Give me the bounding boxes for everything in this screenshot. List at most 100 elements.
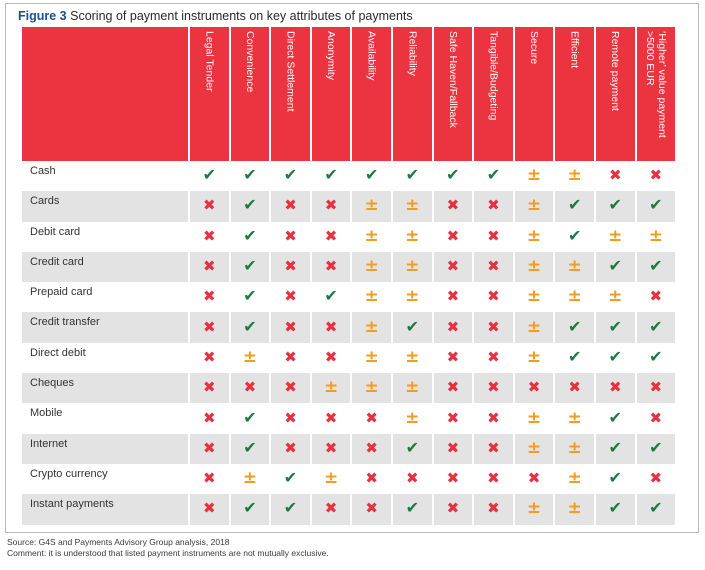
score-cell: ✔	[230, 403, 270, 434]
score-cell: ±	[514, 433, 554, 464]
column-header-label: Safe Haven/Fallback	[446, 31, 459, 128]
check-icon: ✔	[283, 165, 298, 185]
score-cell: ✔	[595, 494, 635, 525]
score-cell: ✖	[190, 463, 229, 495]
score-cell: ±	[352, 312, 391, 343]
score-cell: ±	[352, 251, 391, 283]
score-cell: ✖	[190, 251, 229, 283]
plus-minus-icon: ±	[242, 468, 258, 489]
cross-icon: ✖	[365, 408, 378, 427]
score-cell: ±	[311, 373, 351, 404]
table-row: Cash ✔ ✔ ✔ ✔ ✔ ✔ ✔ ✔ ± ± ✖ ✖	[22, 161, 676, 192]
check-icon: ✔	[243, 256, 257, 276]
plus-minus-icon: ±	[526, 225, 542, 246]
cross-icon: ✖	[487, 257, 500, 276]
table-row: Instant payments ✖ ✔ ✔ ✖ ✖ ✔ ✖ ✖ ± ± ✔ ✔	[22, 494, 676, 525]
check-icon: ✔	[567, 316, 582, 336]
plus-minus-icon: ±	[405, 256, 420, 277]
cross-icon: ✖	[487, 408, 500, 427]
score-cell: ±	[595, 282, 635, 313]
check-icon: ✔	[243, 195, 257, 215]
score-cell: ✔	[230, 282, 270, 313]
score-cell: ✖	[190, 373, 229, 404]
plus-minus-icon: ±	[526, 437, 542, 458]
cross-icon: ✖	[203, 196, 216, 215]
check-icon: ✔	[243, 225, 257, 245]
cross-icon: ✖	[446, 287, 460, 306]
check-icon: ✔	[649, 316, 663, 336]
score-cell: ±	[555, 161, 594, 192]
column-header-label: Remote payment	[609, 31, 622, 111]
plus-minus-icon: ±	[526, 498, 542, 519]
check-icon: ✔	[608, 195, 622, 215]
plus-minus-icon: ±	[526, 286, 542, 307]
score-cell: ✔	[595, 312, 635, 343]
score-cell: ✖	[595, 161, 635, 192]
column-header-label: Secure	[528, 31, 541, 65]
check-icon: ✔	[608, 346, 622, 366]
score-cell: ✖	[514, 463, 554, 495]
score-cell: ±	[392, 251, 432, 283]
score-cell: ✖	[271, 433, 310, 464]
score-cell: ✖	[514, 373, 554, 404]
source-note: Source: G4S and Payments Advisory Group …	[7, 537, 230, 547]
check-icon: ✔	[649, 498, 663, 518]
score-cell: ±	[392, 342, 432, 374]
score-cell: ✖	[433, 494, 473, 525]
score-cell: ✖	[271, 403, 310, 434]
table-row: Credit transfer ✖ ✔ ✖ ✖ ± ✔ ✖ ✖ ± ✔ ✔ ✔	[22, 312, 676, 343]
score-cell: ✔	[595, 463, 635, 495]
plus-minus-icon: ±	[364, 286, 379, 307]
score-cell: ✖	[271, 342, 310, 374]
score-cell: ✖	[271, 312, 310, 343]
score-cell: ✖	[190, 403, 229, 434]
cross-icon: ✖	[649, 408, 663, 427]
score-cell: ✔	[271, 494, 310, 525]
table-row: Credit card ✖ ✔ ✖ ✖ ± ± ✖ ✖ ± ± ✔ ✔	[22, 251, 676, 283]
cross-icon: ✖	[203, 257, 216, 276]
score-cell: ✔	[474, 161, 513, 192]
score-cell: ±	[514, 312, 554, 343]
plus-minus-icon: ±	[242, 346, 258, 367]
check-icon: ✔	[649, 437, 663, 457]
score-cell: ✖	[433, 191, 473, 222]
check-icon: ✔	[405, 437, 419, 457]
score-cell: ✖	[474, 494, 513, 525]
column-header: Legal Tender	[190, 27, 229, 161]
score-cell: ±	[514, 251, 554, 283]
cross-icon: ✖	[487, 226, 500, 245]
plus-minus-icon: ±	[323, 468, 339, 489]
score-cell: ✔	[595, 342, 635, 374]
score-cell: ✖	[352, 463, 391, 495]
plus-minus-icon: ±	[567, 498, 582, 519]
score-cell: ✖	[636, 463, 676, 495]
plus-minus-icon: ±	[323, 377, 339, 398]
check-icon: ✔	[608, 437, 622, 457]
score-cell: ✖	[271, 373, 310, 404]
check-icon: ✔	[405, 316, 419, 336]
cross-icon: ✖	[446, 438, 460, 457]
plus-minus-icon: ±	[364, 377, 379, 398]
cross-icon: ✖	[203, 408, 216, 427]
plus-minus-icon: ±	[405, 286, 420, 307]
column-header: Efficient	[555, 27, 594, 161]
score-cell: ✖	[636, 161, 676, 192]
row-label: Internet	[22, 433, 188, 464]
score-cell: ✖	[433, 312, 473, 343]
check-icon: ✔	[324, 165, 338, 185]
figure-title: Figure 3 Scoring of payment instruments …	[18, 9, 413, 23]
score-cell: ✔	[636, 251, 676, 283]
score-cell: ✔	[595, 403, 635, 434]
score-cell: ±	[514, 342, 554, 374]
plus-minus-icon: ±	[405, 346, 420, 367]
score-cell: ✖	[190, 191, 229, 222]
row-label: Instant payments	[22, 494, 188, 525]
cross-icon: ✖	[365, 499, 378, 518]
plus-minus-icon: ±	[526, 165, 542, 186]
row-label: Prepaid card	[22, 282, 188, 313]
cross-icon: ✖	[284, 408, 297, 427]
cross-icon: ✖	[487, 287, 500, 306]
score-cell: ✖	[474, 403, 513, 434]
check-icon: ✔	[364, 165, 379, 185]
check-icon: ✔	[567, 346, 582, 366]
